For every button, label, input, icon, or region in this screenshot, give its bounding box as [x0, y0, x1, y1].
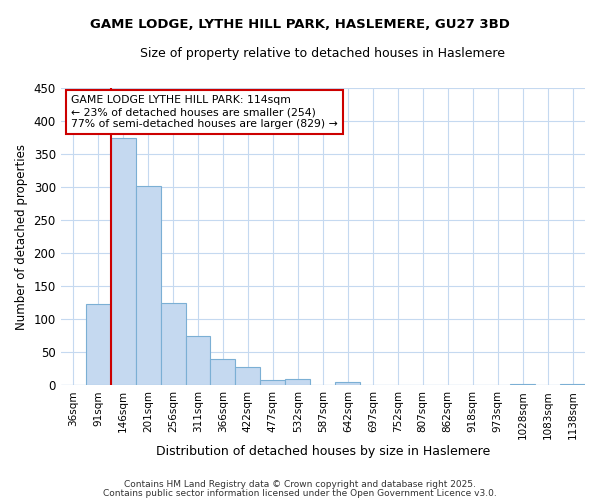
Text: Contains HM Land Registry data © Crown copyright and database right 2025.: Contains HM Land Registry data © Crown c… [124, 480, 476, 489]
Bar [86, 304, 110, 386]
Bar [260, 380, 286, 386]
Bar [110, 138, 136, 386]
X-axis label: Distribution of detached houses by size in Haslemere: Distribution of detached houses by size … [156, 444, 490, 458]
Bar [335, 382, 360, 386]
Text: Contains public sector information licensed under the Open Government Licence v3: Contains public sector information licen… [103, 488, 497, 498]
Title: Size of property relative to detached houses in Haslemere: Size of property relative to detached ho… [140, 48, 505, 60]
Bar [235, 368, 260, 386]
Bar [211, 359, 235, 386]
Bar [510, 384, 535, 386]
Text: GAME LODGE LYTHE HILL PARK: 114sqm
← 23% of detached houses are smaller (254)
77: GAME LODGE LYTHE HILL PARK: 114sqm ← 23%… [71, 96, 338, 128]
Bar [286, 378, 310, 386]
Bar [185, 336, 211, 386]
Bar [136, 186, 161, 386]
Y-axis label: Number of detached properties: Number of detached properties [15, 144, 28, 330]
Bar [161, 304, 185, 386]
Text: GAME LODGE, LYTHE HILL PARK, HASLEMERE, GU27 3BD: GAME LODGE, LYTHE HILL PARK, HASLEMERE, … [90, 18, 510, 30]
Bar [560, 384, 585, 386]
